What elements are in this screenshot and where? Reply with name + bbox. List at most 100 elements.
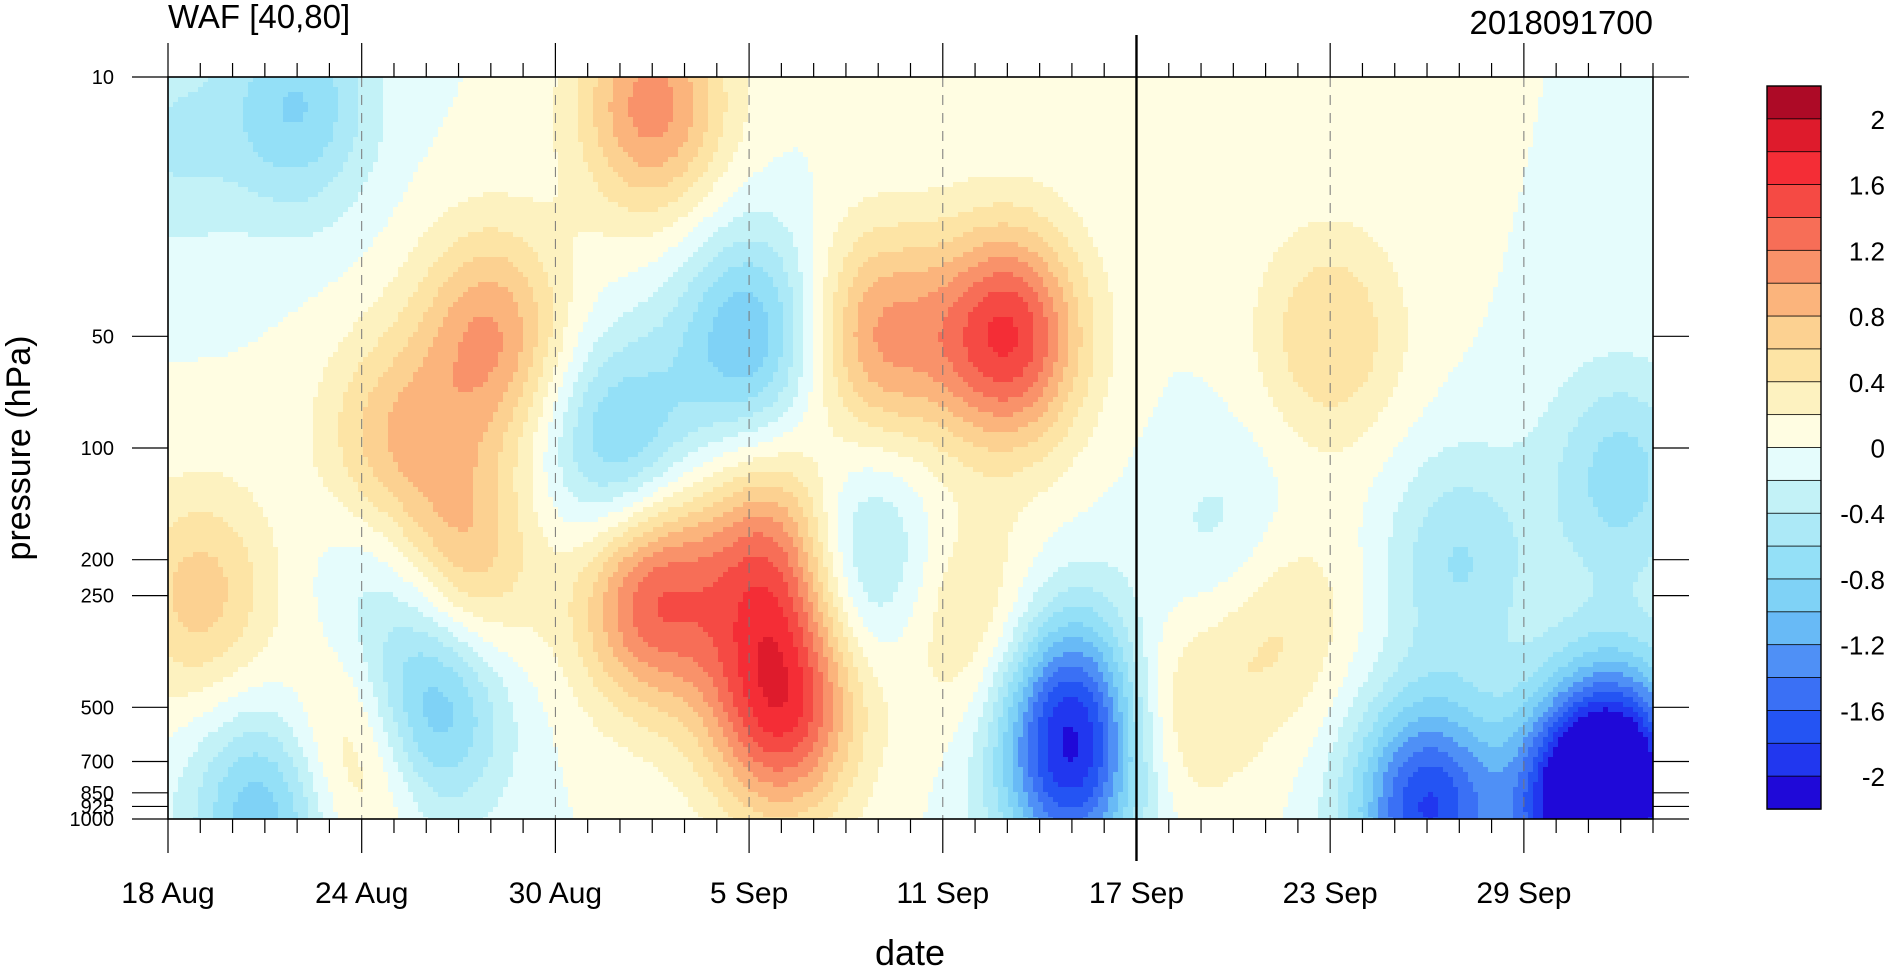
contour-cell (978, 647, 994, 653)
contour-cell (1503, 692, 1534, 698)
contour-cell (1558, 717, 1569, 723)
contour-cell (708, 702, 724, 708)
contour-cell (803, 367, 814, 373)
contour-cell (1128, 577, 1229, 583)
contour-cell (1363, 587, 1389, 593)
contour-cell (1033, 177, 1524, 183)
contour-cell (373, 162, 419, 168)
contour-cell (683, 472, 714, 478)
contour-cell (1333, 612, 1364, 618)
contour-cell (808, 517, 819, 523)
contour-cell (793, 287, 804, 293)
contour-cell (888, 717, 964, 723)
contour-cell (998, 692, 1009, 698)
contour-cell (423, 697, 449, 703)
contour-cell (1388, 402, 1429, 408)
contour-cell (1003, 707, 1009, 713)
contour-cell (1123, 712, 1129, 718)
contour-cell (818, 727, 834, 733)
contour-cell (1033, 707, 1044, 713)
contour-cell (218, 557, 249, 563)
contour-cell (1068, 587, 1094, 593)
contour-cell (603, 562, 619, 568)
contour-cell (1028, 572, 1054, 578)
contour-cell (1048, 407, 1064, 413)
contour-cell (833, 372, 849, 378)
contour-cell (683, 502, 714, 508)
contour-cell (478, 457, 499, 463)
contour-cell (1093, 732, 1104, 738)
contour-cell (858, 337, 874, 343)
contour-cell (423, 277, 449, 283)
contour-cell (578, 497, 614, 503)
contour-cell (683, 342, 709, 348)
contour-cell (503, 337, 524, 343)
contour-cell (508, 192, 559, 198)
contour-cell (593, 302, 639, 308)
contour-cell (803, 637, 814, 643)
contour-cell (278, 607, 319, 613)
contour-cell (1398, 372, 1449, 378)
contour-cell (1123, 687, 1134, 693)
contour-cell (1038, 437, 1064, 443)
contour-cell (168, 327, 269, 333)
contour-cell (428, 307, 449, 313)
contour-cell (1178, 602, 1244, 608)
contour-cell (458, 347, 504, 353)
contour-cell (393, 592, 424, 598)
contour-cell (703, 132, 724, 138)
contour-cell (858, 672, 874, 678)
contour-cell (718, 252, 779, 258)
contour-cell (1218, 622, 1334, 628)
contour-cell (1253, 432, 1299, 438)
contour-cell (623, 687, 659, 693)
contour-cell (1038, 272, 1054, 278)
contour-cell (1513, 592, 1594, 598)
contour-cell (833, 302, 849, 308)
contour-cell (833, 317, 844, 323)
contour-cell (828, 602, 834, 608)
contour-cell (1153, 407, 1229, 413)
contour-cell (1118, 742, 1124, 748)
contour-cell (798, 257, 814, 263)
contour-cell (1458, 722, 1524, 728)
contour-cell (1088, 282, 1109, 288)
contour-cell (1028, 387, 1044, 393)
contour-cell (408, 752, 424, 758)
contour-cell (433, 562, 454, 568)
contour-cell (748, 732, 774, 738)
contour-cell (858, 567, 904, 573)
contour-cell (548, 722, 594, 728)
contour-cell (668, 82, 694, 88)
contour-cell (768, 337, 784, 343)
contour-cell (1113, 342, 1254, 348)
contour-cell (303, 707, 364, 713)
contour-cell (1223, 397, 1274, 403)
contour-cell (268, 522, 369, 528)
contour-cell (388, 537, 409, 543)
contour-cell (813, 172, 1524, 178)
contour-cell (253, 572, 279, 578)
contour-cell (438, 622, 464, 628)
contour-cell (988, 257, 1019, 263)
contour-cell (873, 227, 974, 233)
contour-cell (473, 612, 569, 618)
contour-cell (398, 727, 414, 733)
contour-cell (468, 642, 494, 648)
contour-cell (638, 487, 659, 493)
contour-cell (818, 632, 829, 638)
contour-cell (223, 607, 254, 613)
contour-cell (558, 82, 579, 88)
contour-cell (728, 97, 749, 103)
contour-cell (928, 397, 964, 403)
contour-cell (858, 502, 894, 508)
contour-cell (388, 417, 494, 423)
contour-cell (663, 162, 689, 168)
contour-cell (568, 682, 594, 688)
contour-cell (1258, 357, 1289, 363)
contour-cell (1588, 597, 1639, 603)
contour-cell (853, 602, 879, 608)
contour-cell (773, 157, 809, 163)
contour-cell (1533, 742, 1544, 748)
contour-cell (1628, 522, 1653, 528)
